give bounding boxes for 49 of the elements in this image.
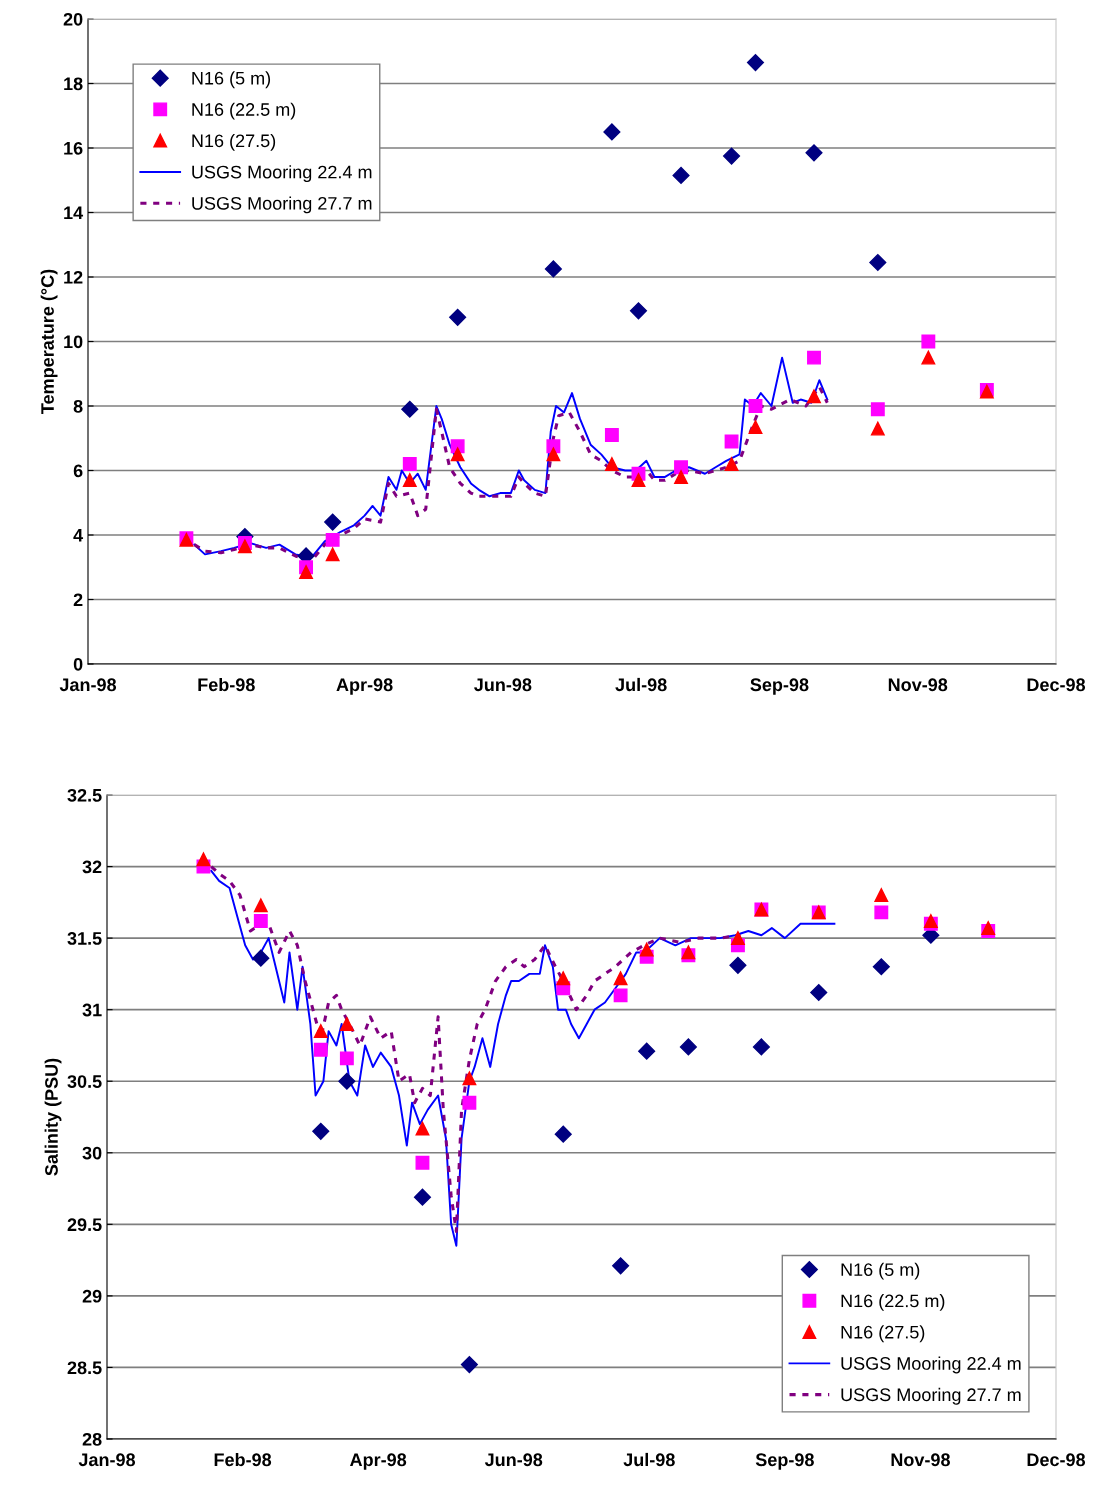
y-tick-label: 2 xyxy=(73,593,83,607)
y-tick-label: 4 xyxy=(73,529,84,542)
y-tick-label: 20 xyxy=(63,12,83,26)
legend-label: N16 (27.5) xyxy=(192,133,276,151)
y-tick-label: 32.5 xyxy=(67,788,102,802)
legend-label: N16 (5 m) xyxy=(192,71,271,89)
x-tick-label: Apr-98 xyxy=(336,678,393,695)
y-axis-title: Salinity (PSU) xyxy=(44,1058,62,1176)
legend-label: N16 (5 m) xyxy=(841,1262,920,1280)
x-tick-label: Feb-98 xyxy=(214,1452,272,1467)
y-tick-label: 30 xyxy=(82,1146,102,1160)
legend-label: USGS Mooring 22.4 m xyxy=(192,165,372,183)
x-tick-label: Feb-98 xyxy=(198,677,255,692)
x-tick-label: Nov-98 xyxy=(891,1453,950,1467)
x-tick-label: Apr-98 xyxy=(350,1453,407,1470)
x-tick-label: Jun-98 xyxy=(484,1453,543,1467)
x-tick-label: Jan-98 xyxy=(59,678,117,692)
legend-label: N16 (22.5 m) xyxy=(841,1294,945,1311)
y-tick-label: 30.5 xyxy=(67,1075,102,1088)
x-tick-label: Jun-98 xyxy=(474,678,532,692)
y-tick-label: 12 xyxy=(64,270,83,284)
x-tick-label: Sep-98 xyxy=(755,1453,814,1470)
y-tick-label: 16 xyxy=(64,141,83,155)
y-tick-label: 31 xyxy=(82,1003,102,1017)
legend-label: N16 (22.5 m) xyxy=(192,102,296,120)
legend-label: USGS Mooring 27.7 m xyxy=(841,1387,1021,1405)
x-tick-label: Jan-98 xyxy=(78,1453,136,1467)
y-tick-label: 31.5 xyxy=(67,932,102,945)
y-tick-label: 32 xyxy=(82,860,102,874)
y-axis-title: Temperature (°C) xyxy=(40,269,58,414)
y-tick-label: 10 xyxy=(64,335,83,349)
y-tick-label: 14 xyxy=(64,206,84,220)
legend-label: N16 (27.5) xyxy=(841,1325,925,1343)
y-tick-label: 28.5 xyxy=(67,1361,102,1375)
y-tick-label: 8 xyxy=(73,399,83,413)
y-tick-label: 28 xyxy=(82,1432,102,1446)
y-tick-label: 29.5 xyxy=(67,1218,102,1232)
x-tick-label: Dec-98 xyxy=(1027,1453,1086,1467)
x-tick-label: Jul-98 xyxy=(615,677,667,692)
x-tick-label: Dec-98 xyxy=(1027,678,1086,692)
y-tick-label: 6 xyxy=(73,464,83,478)
x-tick-label: Jul-98 xyxy=(623,1452,675,1467)
y-tick-label: 29 xyxy=(82,1289,102,1303)
y-tick-label: 18 xyxy=(64,77,83,91)
y-tick-label: 0 xyxy=(73,657,83,671)
x-tick-label: Sep-98 xyxy=(750,678,809,695)
x-tick-label: Nov-98 xyxy=(888,678,948,692)
legend-label: USGS Mooring 27.7 m xyxy=(192,196,372,214)
legend-label: USGS Mooring 22.4 m xyxy=(841,1356,1021,1374)
